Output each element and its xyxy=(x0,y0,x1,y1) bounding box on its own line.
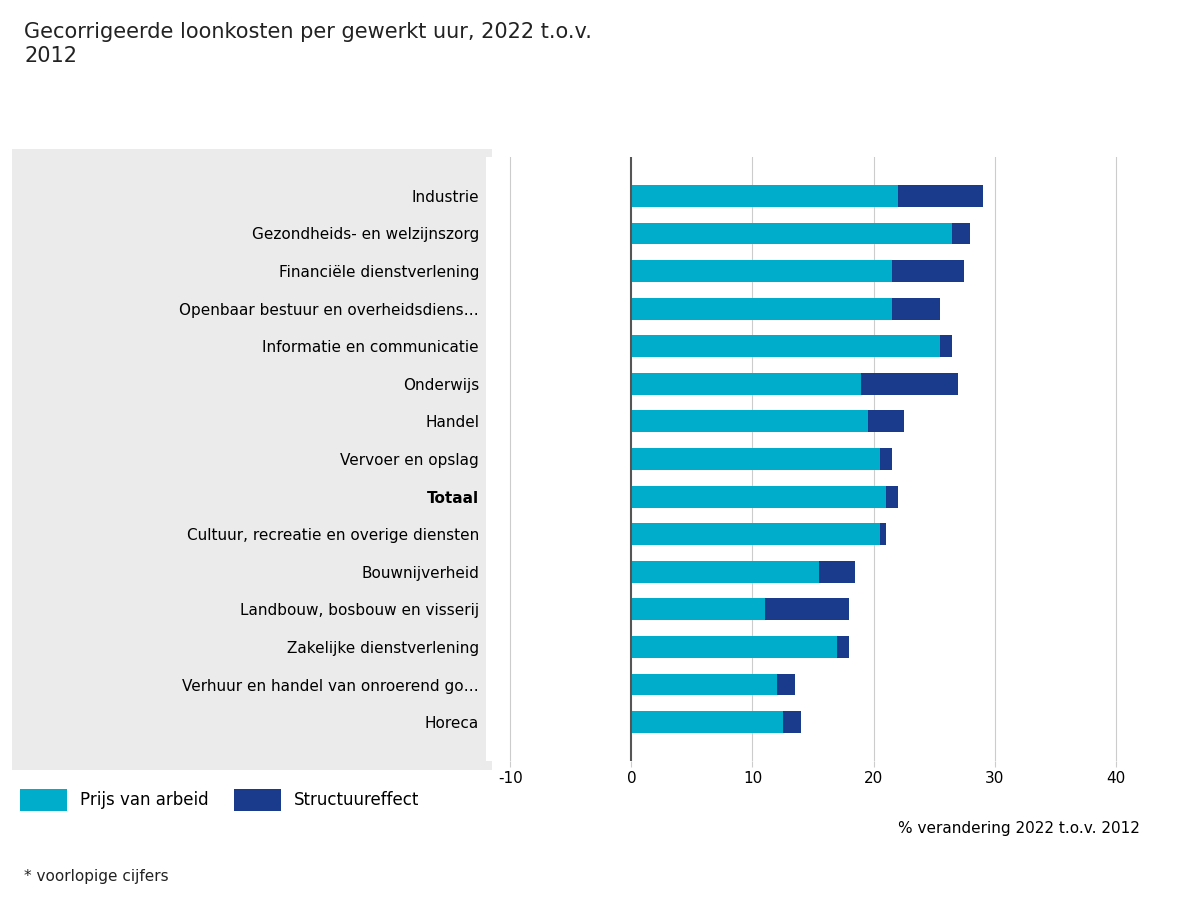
Bar xyxy=(862,373,959,395)
Bar xyxy=(631,260,892,282)
Bar xyxy=(880,448,892,470)
Bar xyxy=(898,184,983,207)
Bar xyxy=(953,222,971,244)
Bar xyxy=(631,298,892,320)
Bar xyxy=(631,184,898,207)
Legend: Prijs van arbeid, Structuureffect: Prijs van arbeid, Structuureffect xyxy=(20,789,419,811)
Bar xyxy=(631,523,880,545)
Bar xyxy=(631,636,850,658)
Bar xyxy=(838,636,850,658)
Bar xyxy=(776,674,794,696)
Bar xyxy=(892,260,965,282)
Bar xyxy=(782,711,800,733)
Bar xyxy=(631,373,959,395)
Bar xyxy=(892,298,940,320)
Bar xyxy=(631,674,776,696)
Text: * voorlopige cijfers: * voorlopige cijfers xyxy=(24,868,169,884)
Bar xyxy=(868,410,904,432)
Bar xyxy=(631,711,800,733)
Bar xyxy=(880,523,886,545)
Bar xyxy=(764,598,850,620)
Bar xyxy=(631,336,953,357)
Bar xyxy=(631,448,880,470)
Text: Gecorrigeerde loonkosten per gewerkt uur, 2022 t.o.v.
2012: Gecorrigeerde loonkosten per gewerkt uur… xyxy=(24,22,592,66)
Bar xyxy=(820,561,856,582)
Bar xyxy=(631,222,953,244)
Bar xyxy=(631,561,820,582)
Bar xyxy=(631,410,868,432)
X-axis label: % verandering 2022 t.o.v. 2012: % verandering 2022 t.o.v. 2012 xyxy=(898,821,1140,836)
Bar xyxy=(940,336,953,357)
Bar xyxy=(886,486,898,508)
Bar xyxy=(631,486,886,508)
Bar xyxy=(631,598,764,620)
